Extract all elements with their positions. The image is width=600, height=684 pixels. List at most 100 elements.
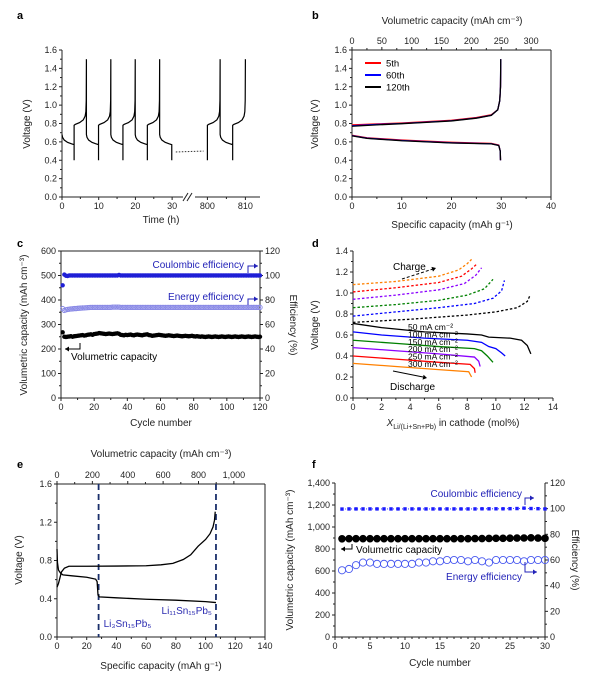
data-point: [526, 555, 536, 565]
data-point: [172, 304, 179, 310]
x-tick-label: 10: [400, 641, 410, 651]
series: [56, 511, 217, 604]
y-tick-label: 0.6: [334, 137, 347, 147]
x-tick-label: 20: [130, 201, 140, 211]
data-point: [533, 555, 543, 565]
data-point: [337, 566, 347, 575]
data-point: [186, 304, 192, 310]
data-point: [436, 534, 444, 543]
y2-tick-label: 40: [550, 581, 560, 591]
data-point: [109, 304, 116, 310]
x-tick-label: 80: [189, 402, 199, 412]
y2-tick-label: 100: [265, 271, 280, 281]
x-tick-label: 30: [540, 641, 550, 651]
curve: [56, 549, 217, 604]
data-point: [415, 534, 423, 543]
data-point: [347, 507, 351, 511]
data-point: [124, 304, 130, 310]
data-point: [393, 559, 403, 568]
data-point: [81, 305, 87, 311]
data-point: [239, 304, 245, 310]
curve: [352, 346, 481, 367]
data-point: [195, 304, 202, 310]
panel-letter: b: [312, 10, 319, 22]
x-tick-label: 4: [408, 402, 413, 412]
data-point: [396, 507, 400, 511]
panel-c: c0 20 40 60 80 100 120010020030040050060002040…: [17, 238, 298, 429]
data-point: [485, 534, 493, 543]
y-axis-title: Voltage (V): [310, 300, 321, 349]
data-point: [184, 304, 190, 310]
x-axis-var: X: [386, 418, 394, 429]
data-point: [257, 273, 263, 278]
data-point: [389, 507, 393, 511]
top-tick-label: 200: [464, 36, 479, 46]
data-point: [227, 304, 233, 310]
data-point: [146, 304, 152, 310]
x-tick-label: 20: [470, 641, 480, 651]
data-point: [121, 304, 127, 310]
data-point: [131, 304, 137, 310]
y-tick-label: 1.0: [44, 100, 57, 110]
data-point: [235, 304, 242, 310]
x-tick-label: 40: [546, 201, 556, 211]
data-point: [417, 507, 421, 511]
data-point: [98, 304, 104, 310]
data-point: [252, 304, 258, 310]
series-annotation: Energy efficiency: [446, 572, 522, 583]
top-tick-label: 0: [54, 470, 59, 480]
data-point: [197, 304, 203, 310]
data-point: [202, 304, 208, 310]
data-point: [68, 306, 74, 312]
legend-label: 60th: [386, 71, 405, 82]
data-point: [83, 305, 89, 311]
top-tick-label: 50: [377, 36, 387, 46]
charge-curve: [352, 294, 531, 324]
panel-letter: d: [312, 238, 319, 250]
y2-tick-label: 0: [265, 393, 270, 403]
y-tick-label: 1.4: [335, 246, 348, 256]
data-point: [247, 304, 253, 310]
y-tick-label: 1.4: [334, 63, 347, 73]
data-point: [449, 555, 459, 565]
data-point: [151, 304, 157, 310]
data-point: [351, 561, 361, 570]
y-tick-label: 1.2: [335, 267, 348, 277]
data-point: [147, 304, 154, 310]
x-tick-label: 60: [155, 402, 165, 412]
data-point: [118, 304, 124, 310]
data-point: [456, 555, 466, 565]
data-point: [520, 534, 528, 542]
rate-label: 300 mA cm⁻²: [408, 359, 458, 369]
arrowhead-icon: [431, 266, 436, 272]
x-tick-label: 5: [367, 641, 372, 651]
data-point: [361, 507, 365, 511]
x-axis-title: Cycle number: [130, 418, 192, 429]
data-point: [139, 304, 145, 310]
y-tick-label: 600: [315, 566, 330, 576]
y-axis-title: Voltage (V): [14, 535, 25, 584]
data-point: [515, 506, 519, 511]
y-tick-label: 0.6: [335, 330, 348, 340]
y-tick-label: 1.4: [44, 63, 57, 73]
y-tick-label: 0.6: [44, 137, 57, 147]
data-point: [457, 534, 465, 543]
x-tick-label: 20: [82, 641, 92, 651]
x-tick-label: 80: [171, 641, 181, 651]
y-tick-label: 0.0: [334, 192, 347, 202]
data-point: [103, 304, 109, 310]
y-tick-label: 100: [41, 369, 56, 379]
data-point: [257, 304, 263, 310]
top-tick-label: 250: [494, 36, 509, 46]
arrowhead-icon: [254, 296, 258, 302]
x-axis-title: Cycle number: [409, 658, 471, 669]
data-point: [134, 304, 140, 310]
data-point: [205, 304, 212, 310]
data-point: [375, 507, 379, 511]
axis-break-mark: [186, 192, 193, 202]
x-axis-title: XLi/(Li+Sn+Pb) in cathode (mol%): [386, 418, 520, 431]
panel-d: d 0 2 4 6 8 10 12 14 0.0 0.2 0.4 0.6 0.8 1.0 1.2 1.4 XLi/…: [310, 238, 558, 431]
data-point: [438, 507, 442, 511]
data-point: [459, 507, 463, 511]
